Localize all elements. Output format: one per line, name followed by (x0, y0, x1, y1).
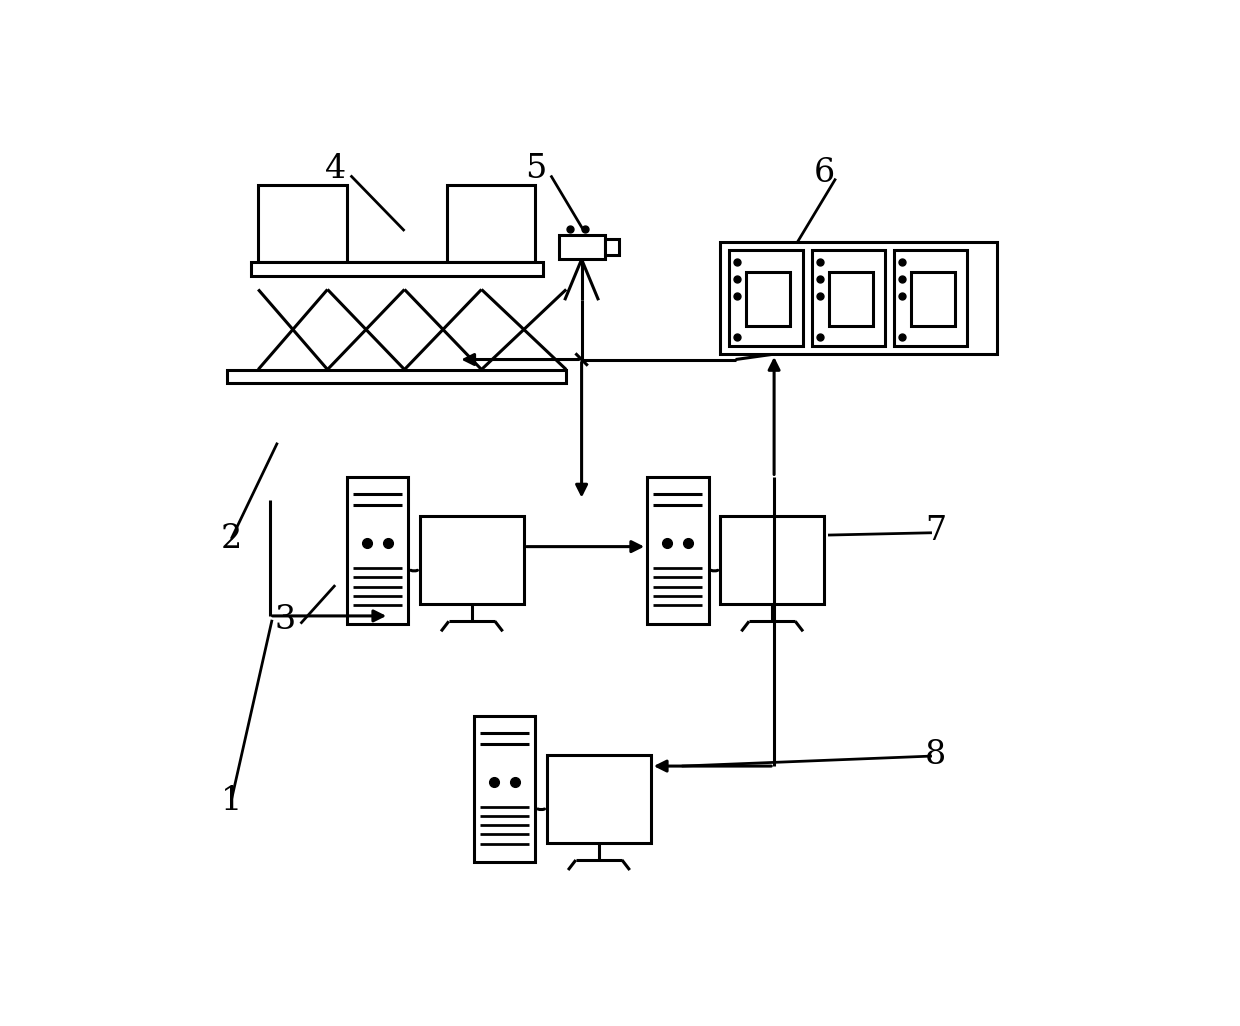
Text: 7: 7 (925, 515, 946, 547)
Bar (647, 477, 708, 624)
Text: 1: 1 (221, 785, 242, 817)
Bar (227, 369, 567, 384)
Bar (547, 754, 651, 843)
Bar (894, 250, 967, 347)
Bar (558, 235, 605, 260)
Bar (720, 516, 825, 604)
Bar (746, 272, 790, 325)
Bar (812, 250, 885, 347)
Bar (828, 272, 873, 325)
Bar (729, 250, 802, 347)
Text: 2: 2 (221, 523, 242, 555)
Text: 3: 3 (274, 603, 296, 636)
Bar (474, 716, 536, 862)
Bar (420, 516, 523, 604)
Bar (911, 272, 955, 325)
Bar (446, 185, 536, 262)
Bar (258, 185, 347, 262)
Bar (605, 239, 619, 254)
Bar (250, 262, 543, 276)
Text: 8: 8 (925, 739, 946, 771)
Bar (347, 477, 408, 624)
Text: 5: 5 (525, 153, 546, 186)
Text: 4: 4 (325, 153, 346, 186)
Bar (720, 242, 997, 354)
Text: 6: 6 (813, 157, 835, 189)
